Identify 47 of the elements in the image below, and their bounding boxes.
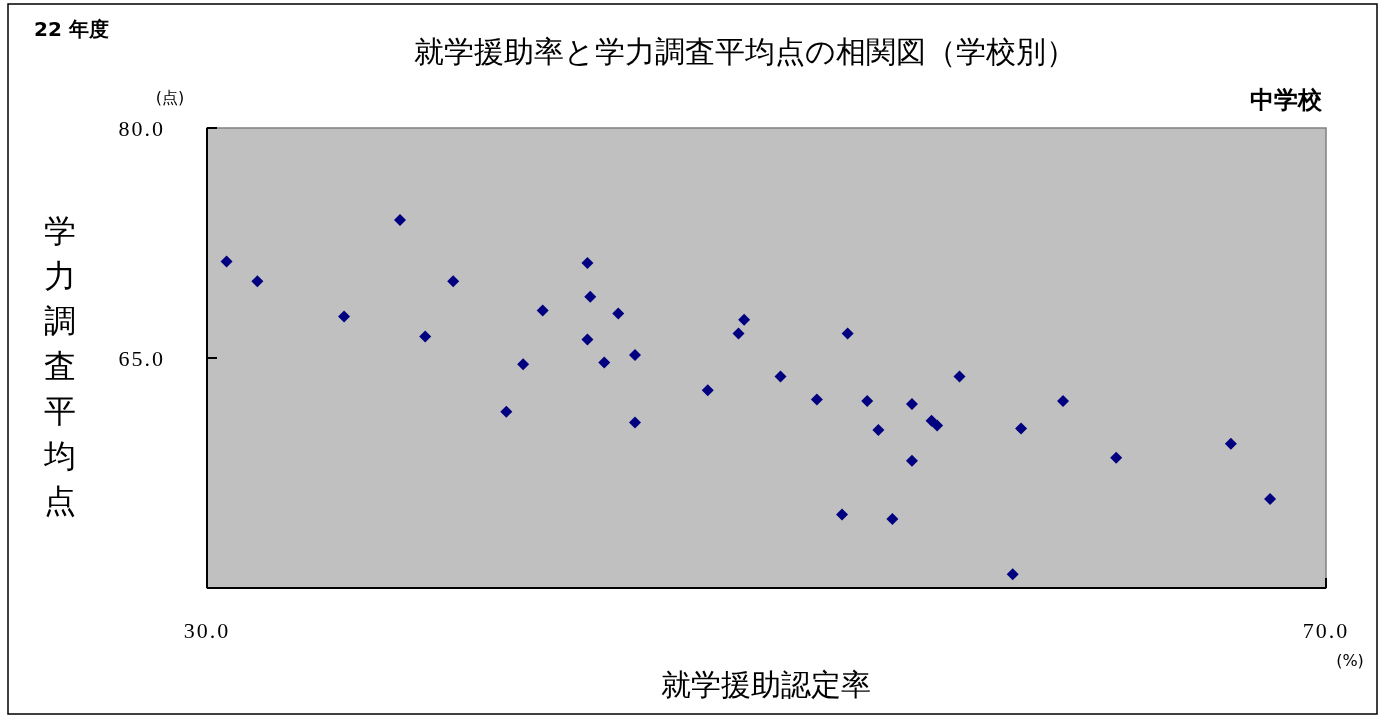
x-tick-label: 70.0 xyxy=(1302,618,1350,643)
text: 22 年度 xyxy=(34,17,109,41)
point xyxy=(1015,422,1028,435)
point xyxy=(629,416,642,429)
point xyxy=(598,356,611,369)
point xyxy=(701,384,714,397)
point xyxy=(1224,437,1237,450)
point xyxy=(584,290,597,303)
point xyxy=(810,393,823,406)
point xyxy=(861,394,874,407)
point xyxy=(394,214,407,226)
y-tick-label: 65.0 xyxy=(118,346,165,371)
point xyxy=(220,255,233,268)
x-axis-title: 就学援助認定率 xyxy=(661,668,871,701)
point xyxy=(836,508,849,521)
point xyxy=(251,275,264,288)
point xyxy=(1057,394,1070,407)
point xyxy=(905,454,918,467)
point xyxy=(581,333,594,346)
x-tick-label: 30.0 xyxy=(183,618,231,643)
point xyxy=(629,348,642,361)
point xyxy=(581,256,594,269)
point xyxy=(1006,568,1019,581)
text: (点) xyxy=(155,88,185,107)
point xyxy=(517,358,530,371)
point xyxy=(419,330,432,343)
point xyxy=(841,327,854,340)
point xyxy=(872,424,885,437)
y-tick-label: 80.0 xyxy=(118,116,165,141)
text: 中学校 xyxy=(1250,86,1323,114)
point xyxy=(1110,451,1123,464)
text: (%) xyxy=(1336,651,1364,670)
point xyxy=(500,405,513,418)
point xyxy=(536,304,549,317)
point xyxy=(1264,493,1277,506)
point xyxy=(953,370,966,383)
point xyxy=(931,419,944,432)
point xyxy=(447,275,460,288)
y-axis-title: 学力調査平均点 xyxy=(43,213,76,519)
point xyxy=(612,307,625,320)
point xyxy=(886,513,899,525)
point xyxy=(905,398,918,410)
chart-title: 就学援助率と学力調査平均点の相関図（学校別） xyxy=(414,35,1076,68)
point xyxy=(738,313,751,326)
point xyxy=(338,310,351,323)
point xyxy=(732,327,745,340)
point xyxy=(774,370,787,383)
